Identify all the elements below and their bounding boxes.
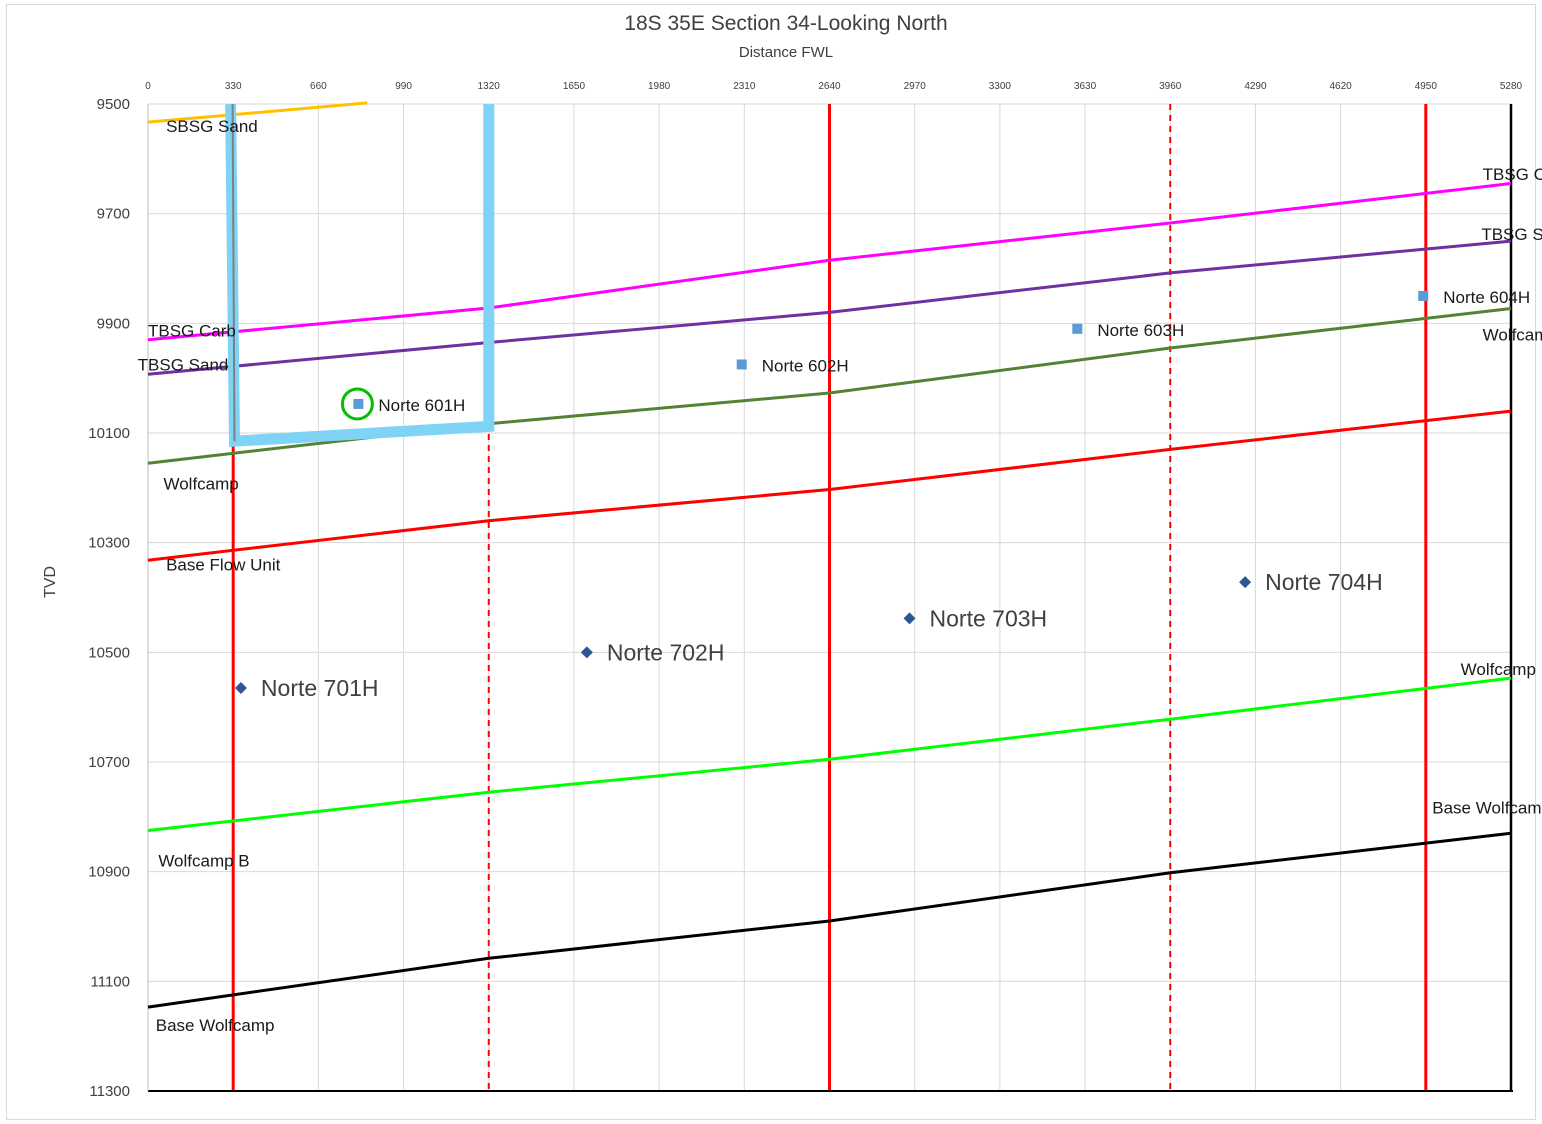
- well-label: Norte 701H: [261, 675, 379, 701]
- horizon-label: TBSG Sand: [1481, 225, 1542, 244]
- y-tick-label: 9700: [97, 206, 130, 223]
- horizon-label: TBSG Carb: [1483, 165, 1542, 184]
- horizon-label: Base Wolfcamp: [156, 1016, 275, 1035]
- well-marker-square: [736, 359, 747, 370]
- well-label: Norte 704H: [1265, 569, 1383, 595]
- horizon-label: TBSG Carb: [148, 321, 236, 340]
- well-path-core: [231, 103, 236, 442]
- tick-labels: 0 330 660 990 1320 1650 1980 2310 2640 2970 3300 36…: [88, 81, 1522, 1100]
- horizon-label: Wolfcamp B: [158, 852, 249, 871]
- y-tick-label: 10700: [88, 754, 130, 771]
- y-tick-label: 10900: [88, 864, 130, 881]
- well-marker-diamond: [234, 681, 247, 694]
- horizon-label: SBSG Sand: [166, 117, 258, 136]
- well-marker-diamond: [903, 612, 916, 625]
- horizon-label: TBSG Sand: [138, 355, 229, 374]
- well-label: Norte 703H: [930, 605, 1048, 631]
- x-tick-label: 4290: [1244, 81, 1267, 92]
- x-tick-label: 2970: [904, 81, 927, 92]
- y-tick-label: 10300: [88, 535, 130, 552]
- x-tick-label: 3300: [989, 81, 1012, 92]
- x-tick-label: 5280: [1500, 81, 1523, 92]
- well-points: Norte 601H Norte 602H Norte 603H Norte 604H…: [234, 288, 1530, 701]
- horizon-label: Base Wolfcamp: [1432, 799, 1542, 818]
- x-tick-label: 4620: [1330, 81, 1353, 92]
- horizon-label: Wolfcamp: [1483, 325, 1542, 344]
- horizon-label: Wolfcamp: [163, 474, 238, 493]
- well-label: Norte 603H: [1097, 321, 1184, 340]
- section-markers: [231, 104, 1428, 1091]
- well-marker-square: [1418, 290, 1429, 301]
- x-tick-label: 0: [145, 81, 151, 92]
- well-marker-square: [353, 398, 364, 409]
- horizon-label: Base Flow Unit: [166, 556, 281, 575]
- horizon-line-tbsg-sand: [147, 239, 1512, 376]
- well-marker-square: [1072, 323, 1083, 334]
- chart-title: 18S 35E Section 34-Looking North: [624, 12, 948, 35]
- x-tick-label: 990: [395, 81, 412, 92]
- x-tick-label: 3960: [1159, 81, 1182, 92]
- y-tick-label: 10100: [88, 425, 130, 442]
- x-tick-label: 2310: [733, 81, 756, 92]
- well-label: Norte 702H: [607, 639, 725, 665]
- x-tick-label: 1650: [563, 81, 586, 92]
- x-axis-title: Distance FWL: [738, 44, 834, 61]
- y-tick-label: 11300: [89, 1083, 130, 1100]
- horizon-line-tbsg-carb: [147, 182, 1512, 342]
- x-tick-label: 1320: [478, 81, 501, 92]
- well-marker-diamond: [580, 646, 593, 659]
- horizon-labels: SBSG Sand TBSG Carb TBSG Sand Wolfcamp Base …: [138, 117, 1542, 1035]
- x-tick-label: 330: [225, 81, 242, 92]
- axes: [147, 104, 1513, 1092]
- horizon-line-sbsg-sand: [147, 101, 368, 124]
- x-tick-label: 2640: [818, 81, 841, 92]
- well-marker-diamond: [1239, 576, 1252, 589]
- y-tick-label: 11100: [91, 973, 131, 990]
- well-label: Norte 601H: [378, 396, 465, 415]
- chart-frame: [6, 4, 1536, 1120]
- x-tick-label: 1980: [648, 81, 671, 92]
- x-tick-label: 3630: [1074, 81, 1097, 92]
- x-tick-label: 4950: [1415, 81, 1438, 92]
- well-label: Norte 604H: [1443, 288, 1530, 307]
- well-label: Norte 602H: [762, 356, 849, 375]
- y-tick-label: 9900: [97, 315, 130, 332]
- y-tick-label: 10500: [88, 644, 130, 661]
- x-tick-label: 660: [310, 81, 327, 92]
- horizon-line-wolfcamp-b: [147, 676, 1512, 832]
- horizon-line-base-flow-unit: [147, 409, 1512, 562]
- horizon-line-base-wolfcamp: [147, 831, 1512, 1009]
- well-path: [225, 103, 495, 448]
- highlight-circle: [340, 387, 374, 421]
- horizon-label: Wolfcamp B: [1461, 660, 1542, 679]
- y-tick-label: 9500: [97, 96, 130, 113]
